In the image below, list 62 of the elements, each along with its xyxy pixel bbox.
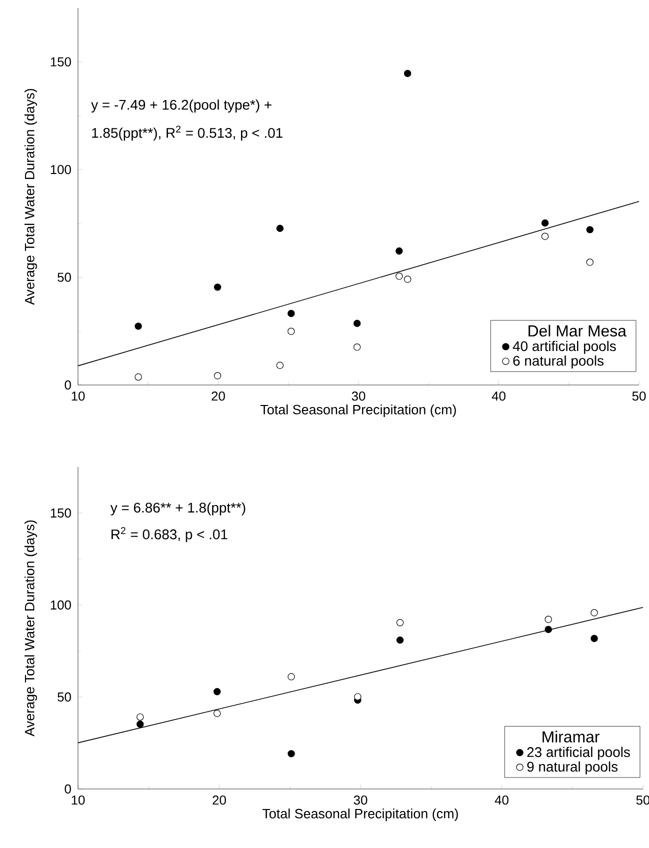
point: [353, 343, 361, 351]
x-axis-title: Total Seasonal Precipitation (cm): [262, 808, 458, 822]
point: [214, 372, 222, 380]
legend-label: 23 artificial pools: [527, 746, 630, 760]
point: [544, 626, 552, 634]
x-tick-label: 40: [494, 796, 508, 805]
point: [396, 272, 403, 280]
point: [586, 226, 594, 234]
point: [396, 619, 404, 626]
x-tick-label: 30: [354, 796, 368, 805]
y-tick-label: 50: [58, 692, 71, 702]
point: [396, 636, 404, 644]
point: [541, 219, 549, 227]
point: [136, 713, 144, 721]
point: [134, 322, 142, 330]
annotation: y = 6.86** + 1.8(ppt**): [110, 502, 246, 516]
point: [404, 70, 412, 78]
point: [353, 320, 361, 327]
y-tick-label: 50: [58, 272, 71, 282]
legend-label: 9 natural pools: [527, 761, 618, 774]
x-tick-label: 10: [72, 796, 85, 805]
point: [354, 693, 362, 700]
y-tick-label: 150: [50, 57, 71, 66]
point: [276, 224, 284, 232]
point: [590, 634, 598, 642]
point: [288, 310, 295, 318]
x-axis-title: Total Seasonal Precipitation (cm): [260, 404, 456, 418]
point: [214, 710, 221, 717]
point: [288, 328, 295, 335]
x-tick-label: 10: [72, 392, 85, 401]
y-tick-label: 100: [50, 600, 71, 610]
legend-title: Del Mar Mesa: [528, 324, 626, 337]
y-tick-label: 0: [64, 784, 71, 794]
point: [544, 616, 552, 623]
legend-title: Miramar: [542, 730, 600, 742]
point: [276, 362, 284, 369]
y-axis-title: Average Total Water Duration (days): [24, 520, 38, 736]
y-tick-label: 150: [50, 508, 71, 518]
point: [541, 232, 549, 240]
y-tick-label: 100: [50, 164, 71, 174]
y-axis-title: Average Total Water Duration (days): [24, 88, 38, 305]
legend-label: 40 artificial pools: [512, 340, 616, 354]
y-tick-label: 0: [64, 380, 71, 390]
x-tick-label: 20: [212, 392, 225, 401]
point: [136, 720, 144, 728]
point: [214, 284, 222, 291]
annotation: 1.85(ppt**), R$^{2}$ = 0.513, p < .01: [92, 126, 282, 141]
annotation: R$^{2}$ = 0.683, p < .01: [112, 527, 228, 542]
point: [590, 609, 598, 616]
x-tick-label: 20: [212, 796, 226, 805]
point: [396, 247, 403, 255]
legend-label: 6 natural pools: [513, 355, 604, 368]
point: [214, 688, 221, 696]
point: [586, 258, 594, 266]
annotation: y = -7.49 + 16.2(pool type*) +: [91, 100, 272, 113]
point: [404, 276, 412, 283]
point: [134, 373, 142, 381]
x-tick-label: 40: [492, 392, 506, 401]
x-tick-label: 50: [632, 392, 646, 401]
point: [288, 750, 295, 758]
x-tick-label: 30: [352, 392, 366, 401]
point: [288, 673, 295, 680]
